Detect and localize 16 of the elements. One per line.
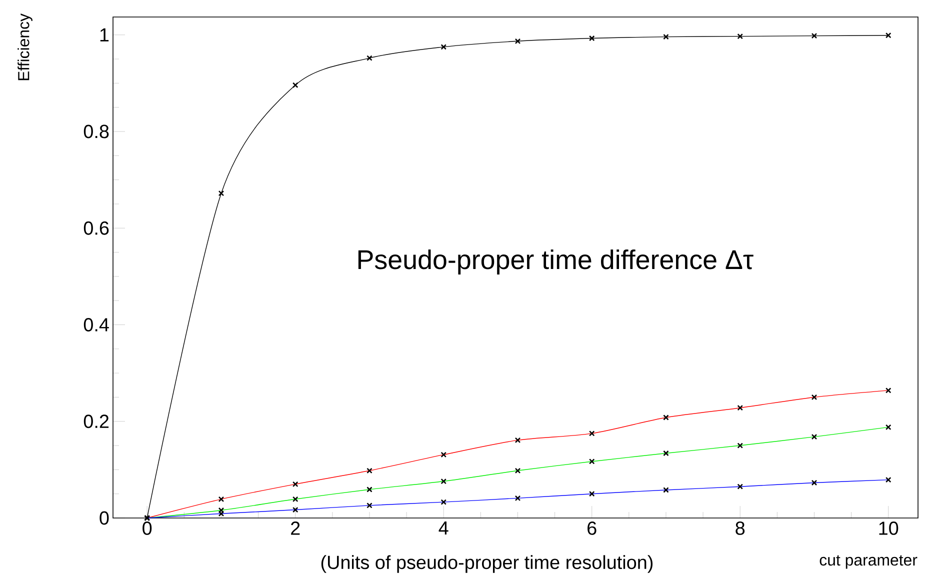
x-tick-label: 10 xyxy=(879,522,898,535)
x-tick-label: 8 xyxy=(736,522,745,535)
x-tick-label: 2 xyxy=(291,522,300,535)
y-tick-label: 0.4 xyxy=(84,318,109,332)
y-tick-label: 1 xyxy=(100,28,109,42)
y-tick-label: 0.8 xyxy=(84,124,109,138)
annotation: Pseudo-proper time difference Δτ xyxy=(358,249,754,275)
y-tick-label: 0 xyxy=(100,511,109,525)
y-tick-label: 0.6 xyxy=(84,221,109,235)
text: (Units of pseudo-proper time resolution) xyxy=(321,555,653,573)
y-tick-label: 0.2 xyxy=(84,414,109,428)
x-tick-label: 0 xyxy=(142,522,152,535)
x-tick-label: 6 xyxy=(588,522,596,535)
x-axis-title: cut parameter xyxy=(820,555,918,569)
y-axis-title: Efficiency xyxy=(18,14,32,80)
x-tick-label: 4 xyxy=(438,522,448,535)
